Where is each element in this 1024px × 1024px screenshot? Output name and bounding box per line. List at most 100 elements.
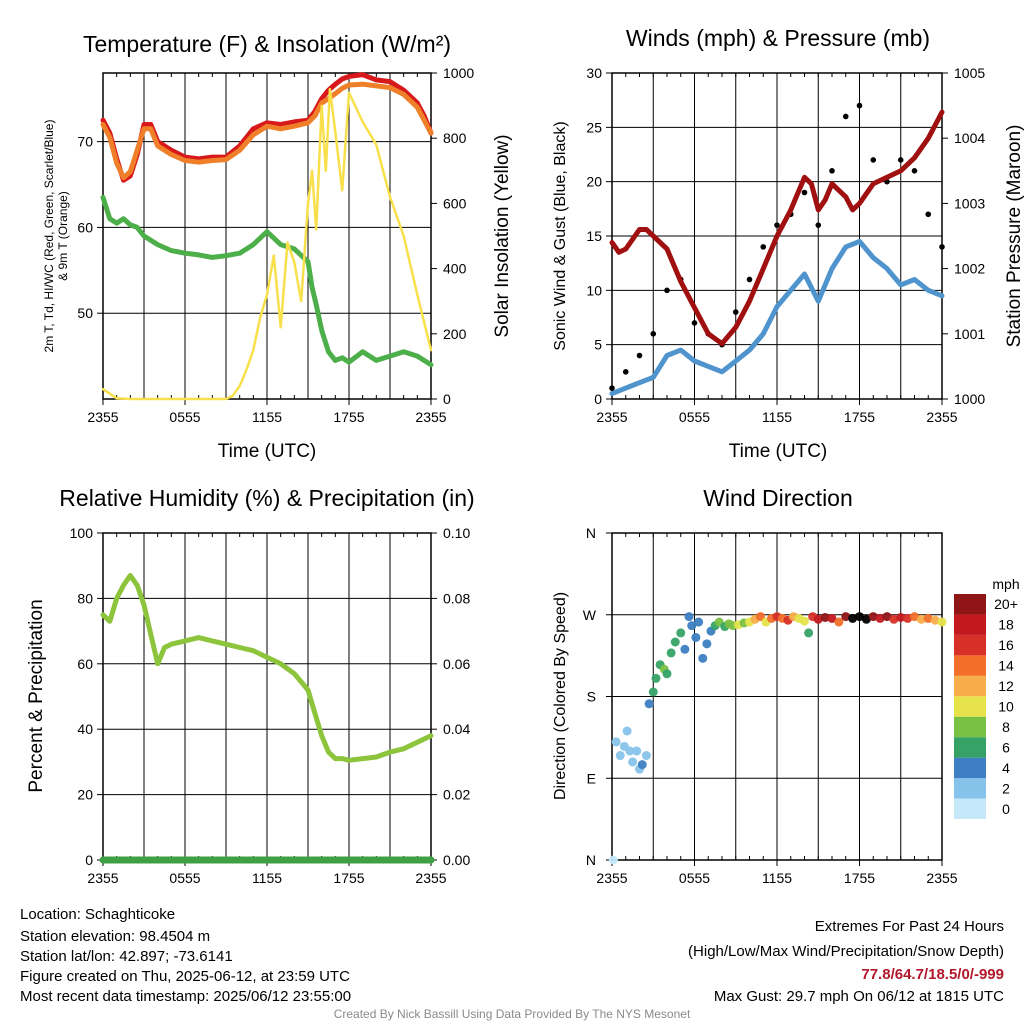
x-tick-label: 2355 (87, 870, 118, 886)
y-axis-label-line2: & 9m T (Orange) (56, 191, 70, 281)
direction-point (896, 612, 906, 622)
gust-point (650, 331, 657, 337)
x-tick-label: 0555 (169, 870, 200, 886)
gust-point (801, 189, 808, 196)
direction-point (848, 613, 858, 623)
direction-point (882, 612, 892, 622)
series-line-pressure (609, 109, 945, 347)
direction-point (923, 613, 933, 623)
gust-point (622, 369, 629, 375)
y-tick-label: E (587, 770, 596, 786)
colorbar-label: 14 (998, 658, 1014, 674)
x-tick-label: 1155 (252, 870, 282, 886)
y-right-tick-label: 0.10 (443, 525, 470, 541)
series-line-2m-td (100, 194, 434, 368)
gust-point (925, 211, 932, 218)
gust-point (691, 320, 698, 326)
x-tick-label: 2355 (415, 870, 446, 886)
latlon-text: Station lat/lon: 42.897; -73.6141 (20, 948, 233, 965)
y-tick-label: N (586, 852, 596, 868)
x-tick-label: 1755 (333, 870, 364, 886)
direction-point (615, 751, 625, 761)
y-right-tick-label: 0 (443, 391, 451, 407)
y-right-tick-label: 1003 (954, 195, 985, 211)
colorbar-swatch (954, 614, 986, 635)
x-tick-label: 2355 (596, 870, 627, 886)
panel-1: 2355 0555 1155 1755 2355 Temperature (F) & In… (42, 31, 513, 462)
direction-point (676, 628, 686, 638)
y-tick-label: 10 (586, 282, 602, 298)
direction-point (937, 617, 947, 627)
x-tick-label: 0555 (679, 870, 710, 886)
gust-point (842, 113, 849, 120)
elevation-text: Station elevation: 98.4504 m (20, 928, 211, 945)
colorbar-label: 2 (1002, 780, 1010, 796)
direction-point (861, 614, 871, 624)
y-tick-label: 0 (85, 852, 93, 868)
recent-data-text: Most recent data timestamp: 2025/06/12 2… (20, 988, 352, 1005)
x-tick-label: 2355 (87, 409, 118, 425)
direction-point (930, 615, 940, 625)
colorbar-label: 12 (998, 678, 1014, 694)
direction-point (680, 644, 690, 654)
x-tick-label: 1155 (762, 409, 792, 425)
y-tick-label: 5 (594, 337, 602, 353)
gust-point (609, 385, 615, 391)
direction-point (691, 632, 701, 642)
y-tick-label: 100 (70, 525, 94, 541)
gust-point (815, 222, 822, 228)
y-right-tick-label: 1001 (954, 326, 985, 342)
direction-point (611, 737, 621, 747)
direction-point (841, 612, 851, 622)
created-text: Figure created on Thu, 2025-06-12, at 23… (20, 968, 350, 985)
colorbar-swatch (954, 655, 986, 676)
gust-point (829, 168, 835, 174)
direction-point (694, 617, 704, 627)
direction-point (916, 614, 926, 624)
y-right-tick-label: 800 (443, 130, 467, 146)
y-axis-label-line1: 2m T, Td, HI/WC (Red, Green, Scarlet/Blu… (42, 120, 56, 353)
y-right-tick-label: 1004 (954, 130, 985, 146)
y-axis-label-left: Direction (Colored By Speed) (552, 592, 569, 800)
y-tick-label: W (583, 607, 597, 623)
x-tick-label: 1155 (762, 870, 792, 886)
gust-point (897, 157, 904, 163)
direction-point (632, 746, 642, 756)
y-axis-label-right: Solar Insolation (Yellow) (492, 134, 513, 337)
colorbar-swatch (954, 634, 986, 656)
gust-point (760, 244, 767, 250)
direction-point (644, 699, 654, 709)
extremes-description: (High/Low/Max Wind/Precipitation/Snow De… (688, 943, 1004, 960)
direction-point (855, 612, 864, 622)
panel-title: Wind Direction (703, 485, 853, 511)
y-tick-label: 80 (77, 590, 93, 606)
x-tick-label: 1755 (844, 870, 875, 886)
gust-point (746, 276, 753, 283)
direction-point (800, 616, 809, 626)
colorbar-swatch (954, 675, 986, 697)
direction-point (820, 612, 830, 622)
direction-point (702, 639, 712, 649)
direction-point (834, 617, 844, 627)
y-right-tick-label: 0.08 (443, 590, 470, 606)
x-tick-label: 1755 (333, 409, 364, 425)
direction-point (670, 637, 680, 647)
gust-point (636, 352, 643, 359)
extremes-title: Extremes For Past 24 Hours (814, 918, 1004, 935)
y-right-tick-label: 0.04 (443, 721, 470, 737)
colorbar-swatch (954, 798, 986, 819)
panel-3: 2355 0555 1155 1755 2355 Relative Humidity (%… (26, 485, 475, 886)
y-right-tick-label: 400 (443, 261, 467, 277)
direction-point (813, 614, 823, 624)
y-right-tick-label: 1000 (443, 65, 474, 81)
direction-point (648, 687, 658, 697)
series-line-rh (100, 573, 434, 763)
colorbar-swatch (954, 778, 986, 799)
x-tick-label: 0555 (679, 409, 710, 425)
y-right-tick-label: 0.06 (443, 656, 470, 672)
direction-point (666, 648, 676, 658)
direction-point (641, 751, 651, 761)
colorbar-swatch (954, 696, 986, 717)
x-tick-label: 2355 (926, 870, 957, 886)
